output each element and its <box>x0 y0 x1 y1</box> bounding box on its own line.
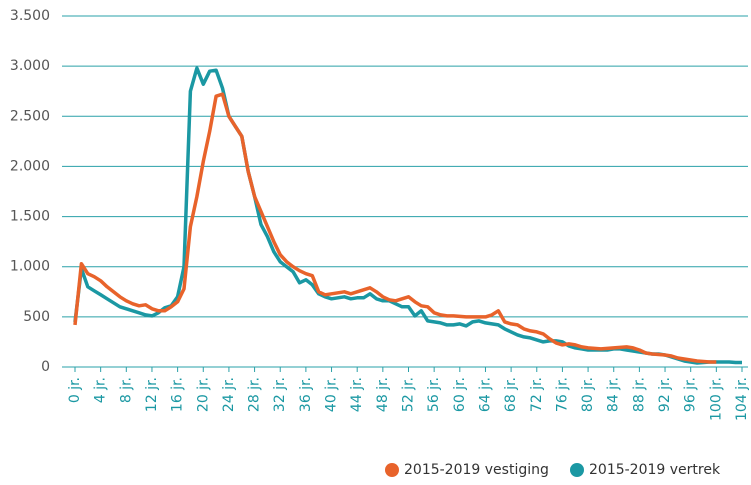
x-tick-label: 100 jr. <box>708 377 724 421</box>
x-tick-label: 80 jr. <box>580 377 596 412</box>
y-tick-label: 2.000 <box>10 158 50 174</box>
series-line <box>73 66 742 365</box>
x-tick-label: 88 jr. <box>631 377 647 412</box>
x-tick-label: 52 jr. <box>401 377 417 412</box>
x-tick-label: 24 jr. <box>221 377 237 412</box>
x-tick-label: 92 jr. <box>657 377 673 412</box>
y-tick-label: 3.500 <box>10 8 50 24</box>
legend-label: 2015-2019 vertrek <box>589 462 721 478</box>
x-tick-label: 76 jr. <box>554 377 570 412</box>
x-tick-label: 32 jr. <box>272 377 288 412</box>
x-tick-label: 104 jr. <box>734 377 750 421</box>
x-tick-label: 72 jr. <box>529 377 545 412</box>
y-tick-label: 1.000 <box>10 259 50 275</box>
x-tick-label: 68 jr. <box>503 377 519 412</box>
x-tick-label: 28 jr. <box>247 377 263 412</box>
x-tick-label: 96 jr. <box>683 377 699 412</box>
x-tick-label: 60 jr. <box>452 377 468 412</box>
x-tick-label: 40 jr. <box>324 377 340 412</box>
y-tick-label: 1.500 <box>10 209 50 225</box>
x-tick-label: 36 jr. <box>298 377 314 412</box>
x-tick-label: 12 jr. <box>144 377 160 412</box>
legend-marker <box>570 463 584 477</box>
legend-label: 2015-2019 vestiging <box>404 462 549 478</box>
x-tick-label: 56 jr. <box>426 377 442 412</box>
x-tick-label: 48 jr. <box>375 377 391 412</box>
y-tick-label: 0 <box>41 359 50 375</box>
y-tick-label: 500 <box>23 309 50 325</box>
y-tick-label: 2.500 <box>10 108 50 124</box>
x-tick-label: 44 jr. <box>349 377 365 412</box>
x-tick-label: 64 jr. <box>477 377 493 412</box>
x-tick-label: 8 jr. <box>118 377 134 403</box>
legend-marker <box>385 463 399 477</box>
x-tick-label: 20 jr. <box>195 377 211 412</box>
x-tick-label: 4 jr. <box>93 377 109 403</box>
x-tick-label: 84 jr. <box>606 377 622 412</box>
x-tick-label: 0 jr. <box>67 377 83 403</box>
y-tick-label: 3.000 <box>10 58 50 74</box>
series-line <box>73 92 717 364</box>
x-tick-label: 16 jr. <box>170 377 186 412</box>
